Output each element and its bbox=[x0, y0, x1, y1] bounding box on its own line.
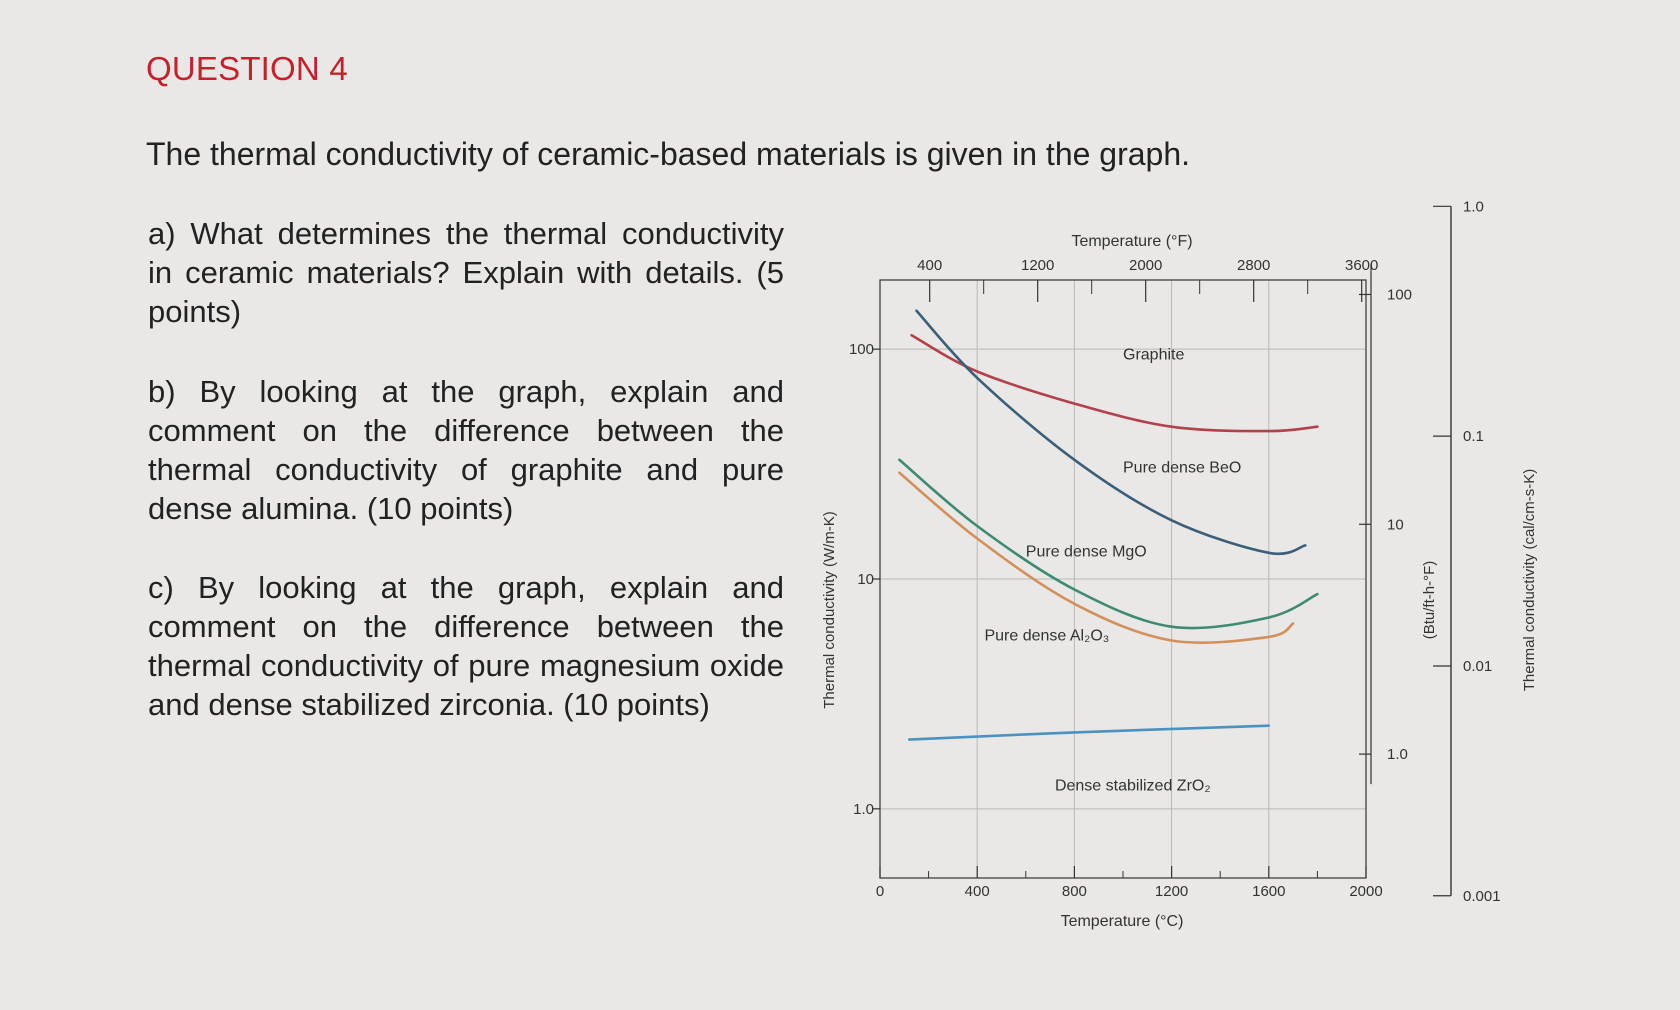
y3-tick-label: 0.001 bbox=[1463, 888, 1501, 905]
question-part-c: c) By looking at the graph, explain and … bbox=[148, 570, 784, 722]
x-tick-label: 0 bbox=[876, 883, 884, 900]
axes: 0 400 800 1200 1600 2000 1.0 10 100 400 1200 2000 28… bbox=[849, 198, 1501, 904]
question-part-a: a) What determines the thermal conductiv… bbox=[148, 216, 784, 329]
series-labels: Graphite Pure dense BeO Pure dense MgO Pure… bbox=[984, 347, 1241, 795]
y-tick-label: 100 bbox=[849, 341, 874, 358]
question-intro: The thermal conductivity of ceramic-base… bbox=[146, 136, 1191, 172]
y2-tick-label: 100 bbox=[1387, 286, 1412, 303]
x-axis-label: Temperature (°C) bbox=[1061, 913, 1184, 930]
series-label-al2o3: Pure dense Al₂O₃ bbox=[984, 628, 1109, 645]
series-line-beo bbox=[915, 309, 1307, 556]
question-part-b: b) By looking at the graph, explain and … bbox=[148, 374, 784, 526]
series bbox=[898, 309, 1319, 741]
x2-tick-label: 2000 bbox=[1129, 257, 1162, 274]
y2-tick-label: 10 bbox=[1387, 516, 1404, 533]
y-tick-label: 1.0 bbox=[853, 801, 874, 818]
series-label-mgo: Pure dense MgO bbox=[1026, 544, 1147, 561]
x-tick-label: 1600 bbox=[1252, 883, 1285, 900]
series-line-al2o3 bbox=[898, 471, 1295, 644]
x-tick-label: 400 bbox=[965, 883, 990, 900]
y3-tick-label: 0.01 bbox=[1463, 658, 1492, 675]
y2-axis-label: (Btu/ft-h-°F) bbox=[1421, 561, 1438, 640]
series-line-zro2 bbox=[907, 724, 1271, 741]
y-tick-label: 10 bbox=[857, 571, 874, 588]
series-line-mgo bbox=[898, 458, 1319, 630]
x2-tick-label: 1200 bbox=[1021, 257, 1054, 274]
x2-axis-label: Temperature (°F) bbox=[1071, 233, 1192, 250]
y3-tick-label: 0.1 bbox=[1463, 428, 1484, 445]
x2-tick-label: 3600 bbox=[1345, 257, 1378, 274]
series-label-graphite: Graphite bbox=[1123, 347, 1184, 364]
x-tick-label: 2000 bbox=[1349, 883, 1382, 900]
x2-tick-label: 2800 bbox=[1237, 257, 1270, 274]
x2-tick-label: 400 bbox=[917, 257, 942, 274]
question-title: QUESTION 4 bbox=[146, 50, 348, 87]
series-label-zro2: Dense stabilized ZrO₂ bbox=[1055, 778, 1211, 795]
y3-axis-label: Thermal conductivity (cal/cm-s-K) bbox=[1521, 469, 1538, 692]
series-label-beo: Pure dense BeO bbox=[1123, 460, 1241, 477]
series-line-graphite bbox=[910, 333, 1319, 433]
x-tick-label: 1200 bbox=[1155, 883, 1188, 900]
y3-tick-label: 1.0 bbox=[1463, 198, 1484, 215]
x-tick-label: 800 bbox=[1062, 883, 1087, 900]
y-axis-label: Thermal conductivity (W/m-K) bbox=[821, 511, 838, 709]
y2-tick-label: 1.0 bbox=[1387, 746, 1408, 763]
